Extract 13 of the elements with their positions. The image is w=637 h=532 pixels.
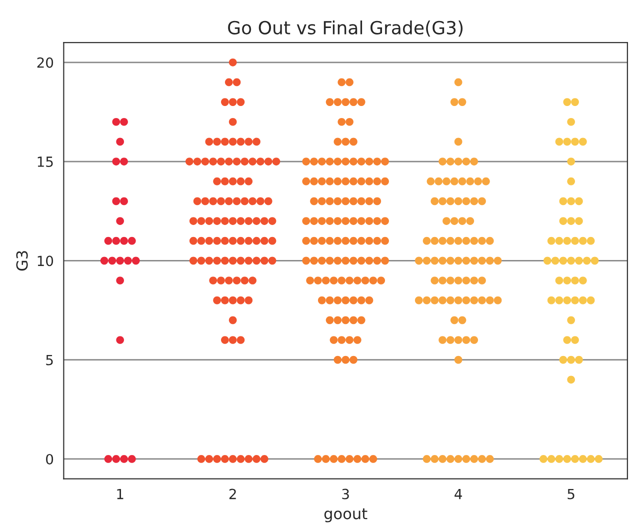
y-tick-label: 0 — [46, 454, 54, 464]
x-tick-label: 4 — [454, 488, 462, 500]
y-tick-label: 10 — [38, 256, 54, 266]
x-tick-label: 2 — [229, 488, 236, 500]
y-tick-label: 5 — [46, 354, 53, 366]
x-tick-label: 1 — [117, 488, 124, 500]
x-tick-label: 5 — [568, 488, 574, 500]
y-axis-title: G3 — [16, 251, 28, 271]
chart-title: Go Out vs Final Grade(G3) — [228, 20, 463, 37]
y-tick-label: 20 — [37, 57, 54, 68]
x-axis-title: goout — [324, 508, 368, 522]
y-tick-label: 15 — [38, 156, 53, 168]
x-tick-label: 3 — [342, 488, 349, 500]
